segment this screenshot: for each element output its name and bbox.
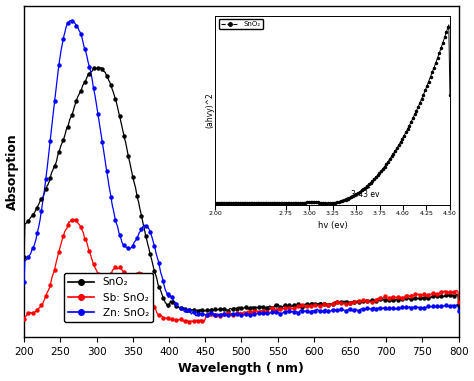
Y-axis label: Absorption: Absorption [6,133,18,210]
X-axis label: Wavelength ( nm): Wavelength ( nm) [178,362,304,375]
Legend: SnO₂, Sb: SnO₂, Zn: SnO₂: SnO₂, Sb: SnO₂, Zn: SnO₂ [64,273,153,322]
